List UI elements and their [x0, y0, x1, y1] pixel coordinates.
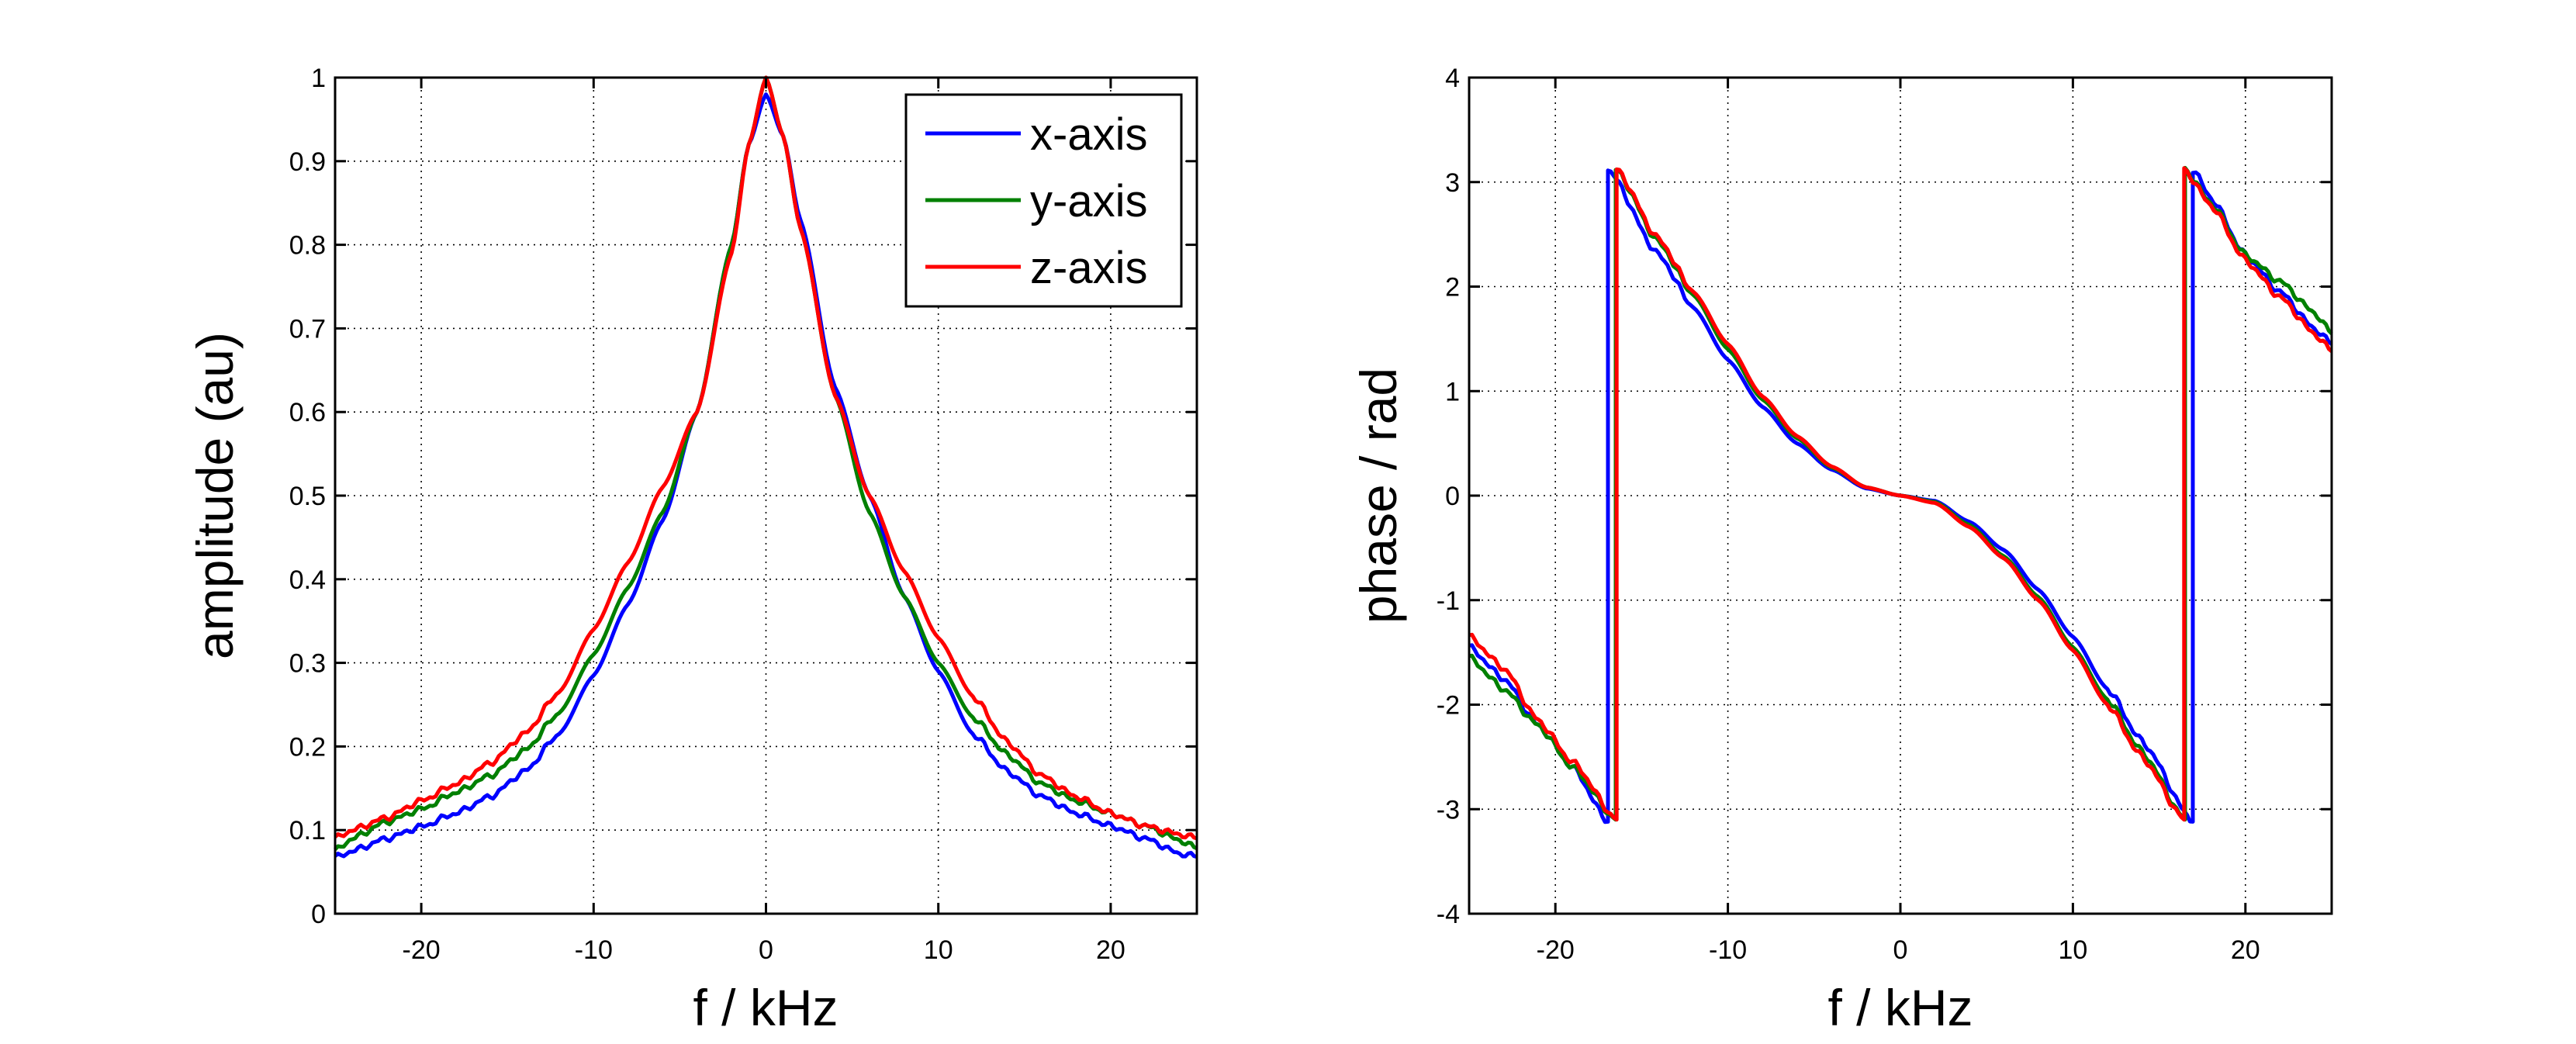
- legend-label-y-axis: y-axis: [1030, 176, 1147, 226]
- phase-xtick-label: -10: [1709, 935, 1747, 965]
- amplitude-xtick-label: 0: [759, 935, 773, 965]
- amplitude-grid: [335, 78, 1197, 914]
- amplitude-ytick-label: 1: [311, 64, 326, 93]
- phase-series-z-axis: [1468, 166, 2333, 822]
- phase-ytick-label: -1: [1437, 586, 1460, 616]
- phase-ytick-label: 4: [1445, 64, 1460, 93]
- amplitude-ytick-label: 0.5: [289, 482, 326, 511]
- amplitude-ytick-label: 0.4: [289, 565, 326, 595]
- amplitude-xlabel: f / kHz: [693, 979, 838, 1036]
- phase-ytick-label: 1: [1445, 377, 1460, 406]
- legend: x-axis y-axis z-axis: [904, 93, 1183, 308]
- phase-ylabel: phase / rad: [1350, 368, 1407, 624]
- amplitude-ytick-label: 0.6: [289, 398, 326, 427]
- amplitude-ytick-label: 0.8: [289, 231, 326, 261]
- phase-ytick-label: 3: [1445, 168, 1460, 198]
- amplitude-ytick-label: 0.3: [289, 649, 326, 679]
- phase-ytick-label: -2: [1437, 691, 1460, 721]
- amplitude-ylabel: amplitude (au): [186, 332, 244, 659]
- phase-ytick-label: -3: [1437, 795, 1460, 824]
- phase-xtick-label: 0: [1893, 935, 1908, 965]
- amplitude-ytick-label: 0.9: [289, 147, 326, 177]
- legend-label-z-axis: z-axis: [1030, 243, 1147, 293]
- phase-ytick-label: -4: [1437, 900, 1460, 929]
- phase-series: [1468, 165, 2333, 824]
- amplitude-ytick-label: 0.7: [289, 314, 326, 344]
- amplitude-plot: -20 -10 0 10 20 0 0.1 0.2 0.3 0.4 0.5 0.6 0.7 0.8 0.9 1…: [186, 64, 1198, 1036]
- legend-label-x-axis: x-axis: [1030, 109, 1147, 160]
- amplitude-series-x-axis: [334, 92, 1198, 859]
- amplitude-xtick-label: 10: [924, 935, 953, 965]
- amplitude-xtick-label: -20: [403, 935, 441, 965]
- phase-ytick-label: 2: [1445, 273, 1460, 302]
- phase-xtick-label: -20: [1537, 935, 1575, 965]
- amplitude-ytick-label: 0.2: [289, 732, 326, 762]
- phase-ytick-label: 0: [1445, 482, 1460, 511]
- amplitude-ytick-label: 0: [311, 900, 326, 929]
- amplitude-ticks: -20 -10 0 10 20 0 0.1 0.2 0.3 0.4 0.5 0.6 0.7 0.8 0.9 1: [289, 64, 1197, 965]
- amplitude-xtick-label: -10: [575, 935, 613, 965]
- amplitude-ytick-label: 0.1: [289, 816, 326, 845]
- phase-xtick-label: 10: [2058, 935, 2087, 965]
- phase-xtick-label: 20: [2231, 935, 2260, 965]
- phase-grid: [1469, 78, 2332, 914]
- amplitude-xtick-label: 20: [1096, 935, 1125, 965]
- phase-xlabel: f / kHz: [1827, 979, 1973, 1036]
